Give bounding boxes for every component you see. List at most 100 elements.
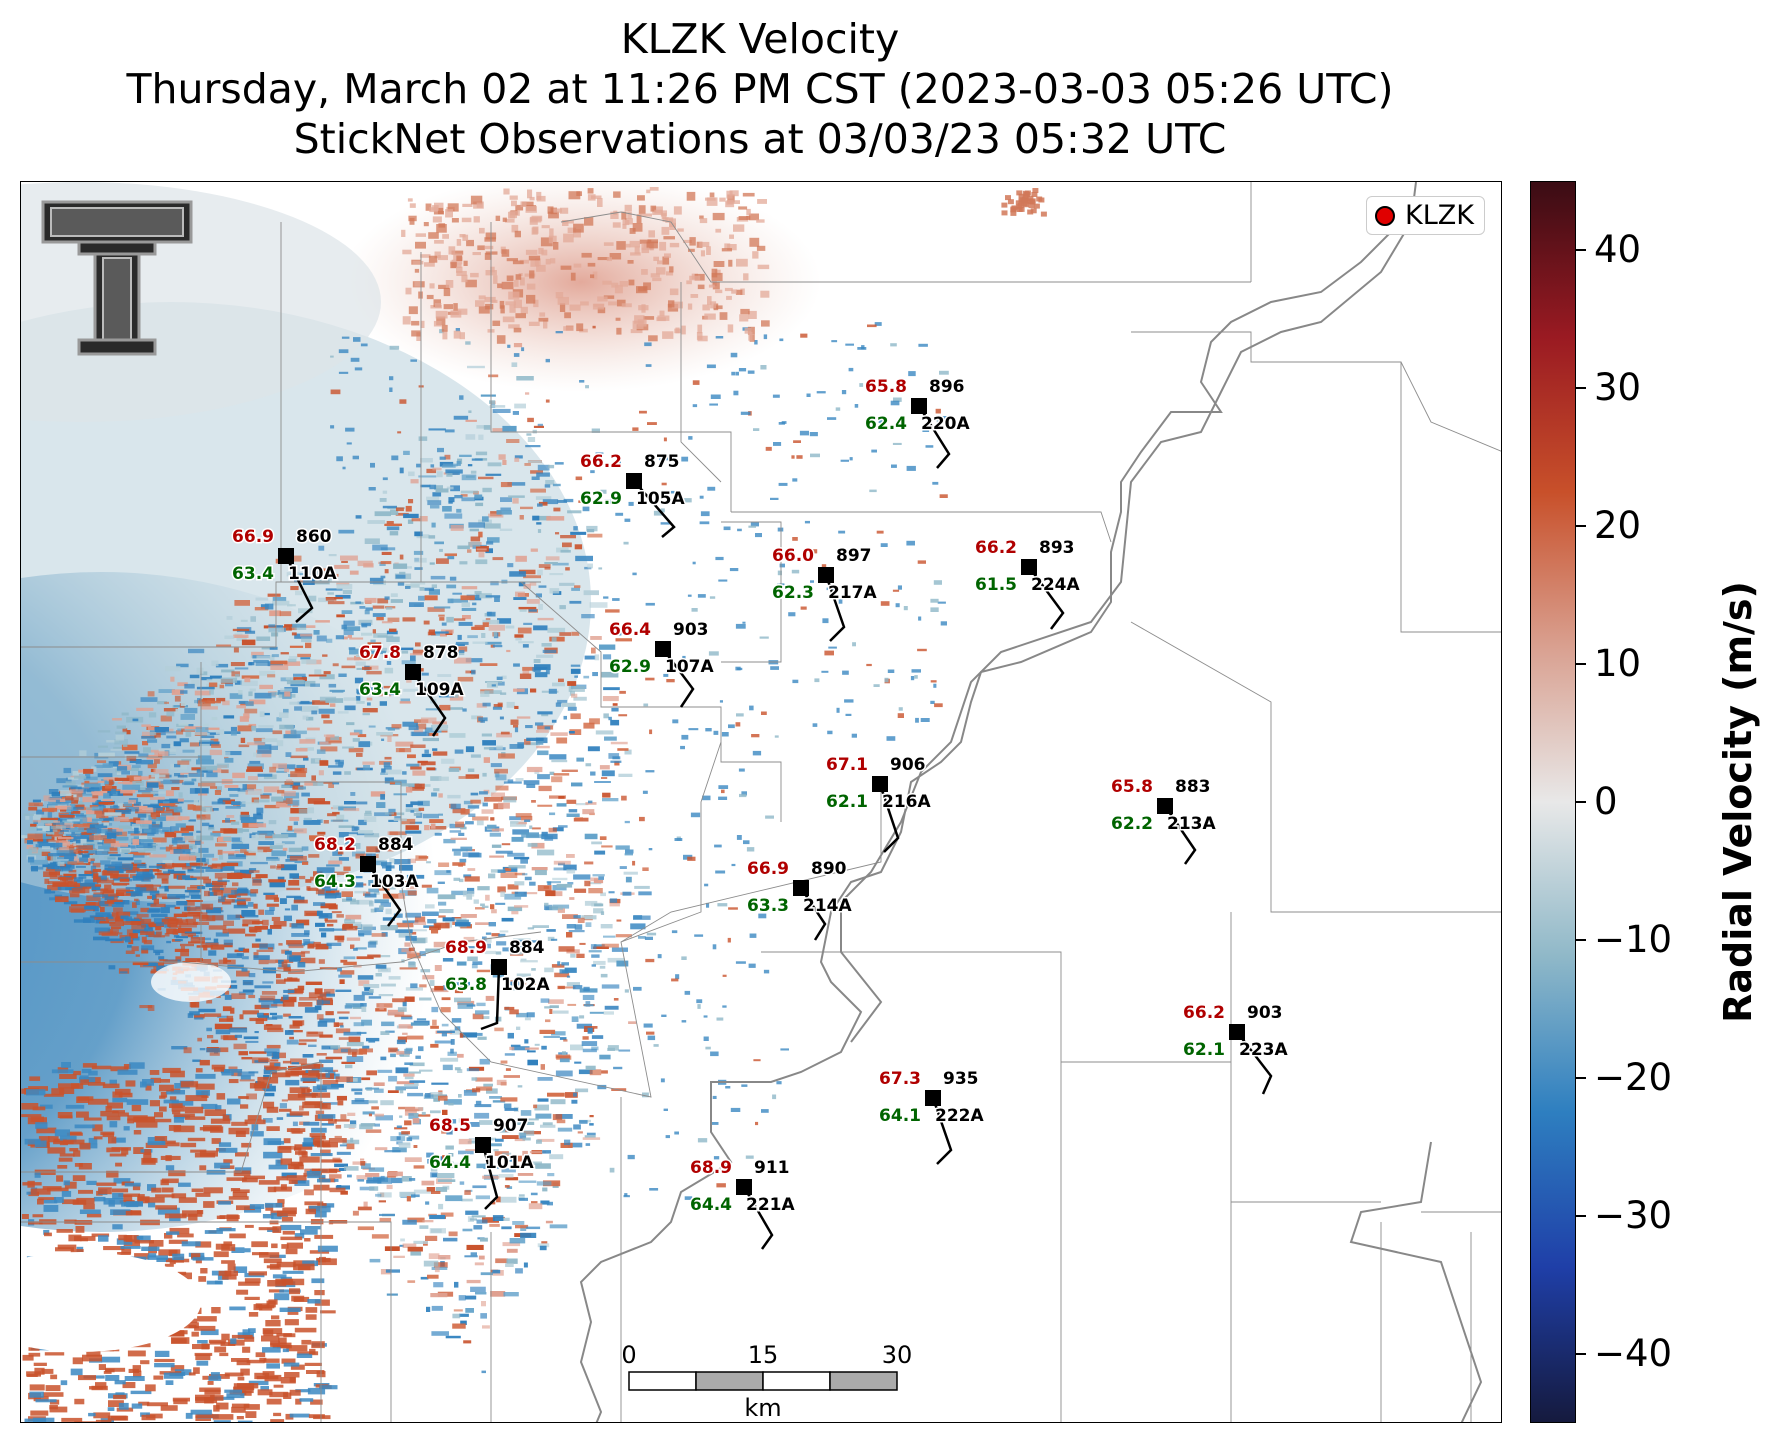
radar-velocity-field bbox=[21, 182, 1047, 1422]
station-marker-icon bbox=[491, 959, 507, 975]
station-marker-icon bbox=[1021, 559, 1037, 575]
station-marker-icon bbox=[818, 567, 834, 583]
station-temperature: 65.8 bbox=[865, 377, 907, 397]
station-pressure: 906 bbox=[890, 755, 926, 775]
station-temperature: 66.9 bbox=[232, 527, 274, 547]
scale-tick-0: 0 bbox=[621, 1341, 636, 1369]
station-id: 224A bbox=[1031, 575, 1080, 595]
station-id: 222A bbox=[935, 1106, 984, 1126]
colorbar-tick-mark bbox=[1576, 525, 1586, 527]
station-pressure: 884 bbox=[509, 938, 545, 958]
station-marker-icon bbox=[736, 1179, 752, 1195]
county-boundaries bbox=[21, 182, 1501, 1422]
station-217A: 66.0 897 62.3 217A bbox=[771, 545, 879, 642]
wind-barb-icon bbox=[799, 887, 827, 941]
wind-barb-icon bbox=[284, 555, 314, 623]
station-dewpoint: 63.4 bbox=[359, 680, 401, 700]
station-dewpoint: 61.5 bbox=[975, 575, 1017, 595]
station-id: 110A bbox=[288, 564, 337, 584]
colorbar-tick-mark bbox=[1576, 387, 1586, 389]
station-dewpoint: 62.9 bbox=[609, 657, 651, 677]
station-marker-icon bbox=[626, 473, 642, 489]
station-pressure: 875 bbox=[644, 452, 680, 472]
station-id: 109A bbox=[415, 680, 464, 700]
station-marker-icon bbox=[793, 880, 809, 896]
wind-barb-icon bbox=[931, 1097, 953, 1165]
station-pressure: 860 bbox=[296, 527, 332, 547]
colorbar-title: Radial Velocity (m/s) bbox=[1716, 581, 1760, 1023]
station-223A: 66.2 903 62.1 223A bbox=[1182, 1002, 1290, 1095]
station-dewpoint: 64.3 bbox=[314, 872, 356, 892]
station-id: 103A bbox=[370, 872, 419, 892]
title-line-3: StickNet Observations at 03/03/23 05:32 … bbox=[293, 115, 1227, 163]
station-dewpoint: 63.8 bbox=[445, 975, 487, 995]
wind-barb-icon bbox=[1236, 1031, 1273, 1095]
colorbar-tick-mark bbox=[1576, 801, 1586, 803]
station-105A: 66.2 875 62.9 105A bbox=[579, 451, 687, 538]
station-marker-icon bbox=[475, 1137, 491, 1153]
radar-site-marker-icon bbox=[1375, 205, 1396, 226]
station-109A: 67.8 878 63.4 109A bbox=[358, 642, 466, 737]
station-temperature: 67.3 bbox=[879, 1069, 921, 1089]
colorbar-tick-label: −30 bbox=[1594, 1194, 1673, 1237]
colorbar-tick-label: 10 bbox=[1594, 642, 1642, 685]
station-marker-icon bbox=[360, 856, 376, 872]
wind-barb-icon bbox=[824, 574, 846, 642]
station-pressure: 903 bbox=[1247, 1003, 1283, 1023]
station-dewpoint: 64.4 bbox=[429, 1153, 471, 1173]
colorbar-tick-mark bbox=[1576, 663, 1586, 665]
station-224A: 66.2 893 61.5 224A bbox=[974, 537, 1082, 630]
station-222A: 67.3 935 64.1 222A bbox=[878, 1068, 986, 1165]
station-102A: 68.9 884 63.8 102A bbox=[444, 937, 552, 1031]
station-dewpoint: 62.9 bbox=[580, 489, 622, 509]
title-line-2: Thursday, March 02 at 11:26 PM CST (2023… bbox=[126, 65, 1394, 113]
station-marker-icon bbox=[911, 398, 927, 414]
station-temperature: 67.1 bbox=[826, 755, 868, 775]
scale-tick-15: 15 bbox=[748, 1341, 779, 1369]
colorbar-tick-label: −10 bbox=[1594, 918, 1673, 961]
station-temperature: 68.5 bbox=[429, 1116, 471, 1136]
station-id: 107A bbox=[665, 657, 714, 677]
station-110A: 66.9 860 63.4 110A bbox=[231, 526, 339, 623]
station-id: 223A bbox=[1239, 1040, 1288, 1060]
station-216A: 67.1 906 62.1 216A bbox=[825, 754, 933, 853]
station-pressure: 890 bbox=[811, 859, 847, 879]
map-legend: KLZK bbox=[1366, 196, 1485, 235]
station-temperature: 66.2 bbox=[580, 452, 622, 472]
station-temperature: 66.9 bbox=[747, 859, 789, 879]
station-dewpoint: 62.2 bbox=[1111, 814, 1153, 834]
legend-label: KLZK bbox=[1405, 200, 1474, 231]
colorbar-tick-label: 20 bbox=[1594, 504, 1642, 547]
station-dewpoint: 62.4 bbox=[865, 414, 907, 434]
station-pressure: 903 bbox=[673, 620, 709, 640]
station-dewpoint: 64.1 bbox=[879, 1106, 921, 1126]
station-temperature: 67.8 bbox=[359, 643, 401, 663]
station-temperature: 68.9 bbox=[445, 938, 487, 958]
title-line-1: KLZK Velocity bbox=[620, 15, 900, 63]
velocity-colorbar bbox=[1530, 181, 1576, 1423]
wind-barb-icon bbox=[411, 671, 447, 737]
station-temperature: 66.4 bbox=[609, 620, 651, 640]
colorbar-tick-mark bbox=[1576, 1215, 1586, 1217]
colorbar-tick-mark bbox=[1576, 939, 1586, 941]
station-dewpoint: 62.1 bbox=[1183, 1040, 1225, 1060]
station-107A: 66.4 903 62.9 107A bbox=[608, 619, 716, 708]
station-pressure: 897 bbox=[836, 546, 872, 566]
station-marker-icon bbox=[872, 776, 888, 792]
station-213A: 65.8 883 62.2 213A bbox=[1110, 776, 1218, 865]
station-marker-icon bbox=[1229, 1024, 1245, 1040]
station-id: 213A bbox=[1167, 814, 1216, 834]
radar-map[interactable]: 65.8 896 62.4 220A 66.2 875 62.9 105A 66.9 860 63.… bbox=[20, 181, 1502, 1423]
scale-unit: km bbox=[744, 1394, 781, 1422]
station-temperature: 68.2 bbox=[314, 835, 356, 855]
colorbar-tick-mark bbox=[1576, 1077, 1586, 1079]
station-id: 217A bbox=[828, 583, 877, 603]
station-marker-icon bbox=[1157, 798, 1173, 814]
colorbar-tick-label: 40 bbox=[1594, 228, 1642, 271]
station-dewpoint: 62.3 bbox=[772, 583, 814, 603]
colorbar-tick-mark bbox=[1576, 249, 1586, 251]
station-id: 214A bbox=[803, 896, 852, 916]
station-id: 102A bbox=[501, 975, 550, 995]
station-id: 216A bbox=[882, 792, 931, 812]
station-temperature: 66.0 bbox=[772, 546, 814, 566]
